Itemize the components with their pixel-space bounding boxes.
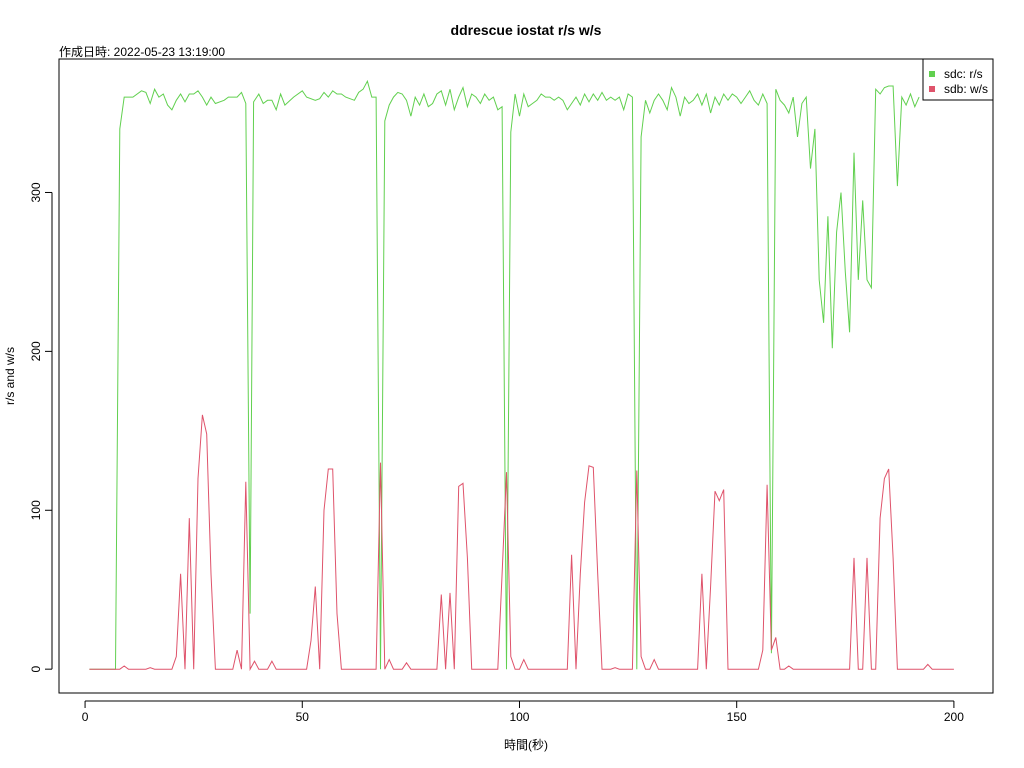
- x-tick-label: 100: [509, 710, 529, 724]
- y-tick-label: 0: [29, 666, 43, 673]
- y-tick-label: 300: [29, 182, 43, 202]
- legend-swatch: [929, 71, 935, 77]
- series-line-1: [89, 414, 954, 672]
- chart-title: ddrescue iostat r/s w/s: [451, 22, 602, 38]
- y-axis-label: r/s and w/s: [3, 347, 17, 405]
- x-tick-label: 200: [944, 710, 964, 724]
- plot-frame: [58, 58, 994, 694]
- y-axis: 0 100 200 300: [29, 182, 53, 673]
- series-line-0: [89, 79, 920, 670]
- legend-swatch: [929, 86, 935, 92]
- chart-subtitle: 作成日時: 2022-05-23 13:19:00: [59, 45, 225, 59]
- x-axis-label: 時間(秒): [504, 738, 548, 752]
- x-axis: 0 50 100 150 200: [82, 700, 964, 724]
- x-tick-label: 0: [82, 710, 89, 724]
- y-tick-label: 200: [29, 341, 43, 361]
- legend-label: sdc: r/s: [944, 67, 983, 81]
- x-tick-label: 150: [727, 710, 747, 724]
- x-tick-label: 50: [296, 710, 310, 724]
- legend-box: [922, 58, 994, 101]
- legend-label: sdb: w/s: [944, 82, 988, 96]
- series-layer: [89, 79, 954, 672]
- y-tick-label: 100: [29, 500, 43, 520]
